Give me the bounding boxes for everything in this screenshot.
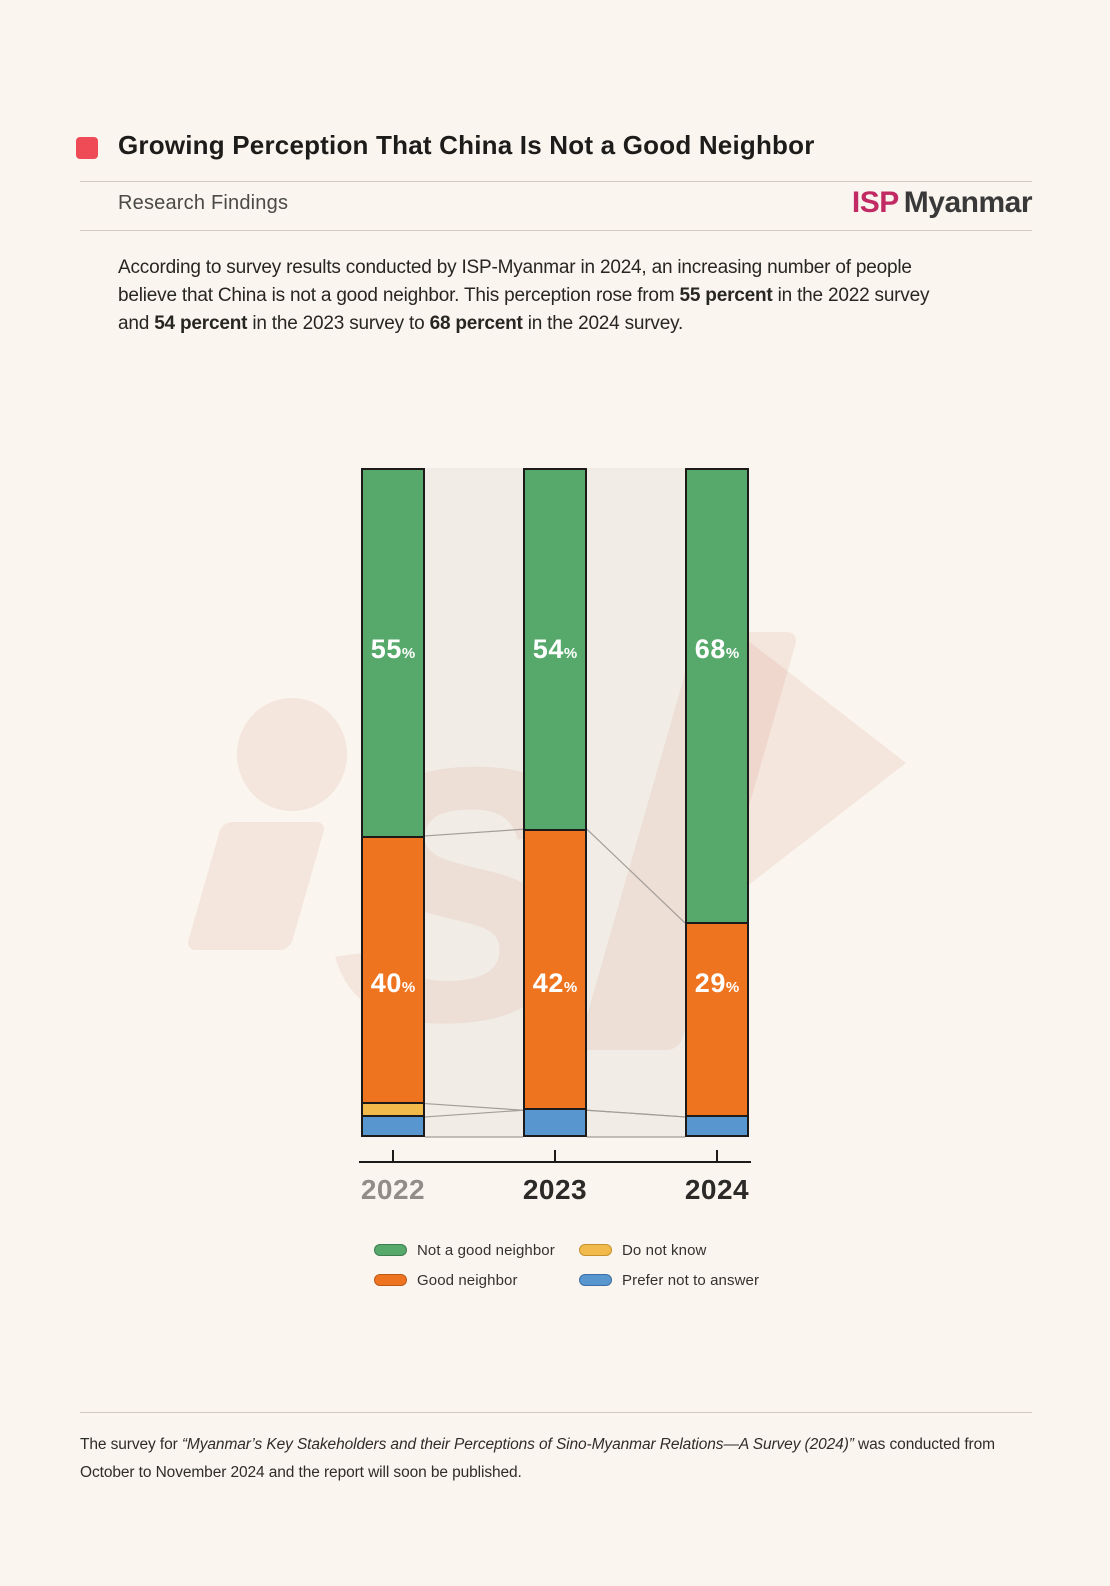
value-percent-sign: %	[563, 645, 578, 662]
value-label-2022-good-neighbor: 40%	[361, 966, 425, 1005]
legend-item-not-a-good-neighbor: Not a good neighbor	[374, 1241, 555, 1259]
intro-paragraph: According to survey results conducted by…	[118, 254, 1038, 338]
legend-label: Do not know	[622, 1241, 707, 1259]
value-number: 68	[694, 634, 726, 664]
bar-2023-segment-not-a-good-neighbor	[525, 470, 585, 830]
bar-2024-segment-good-neighbor	[687, 922, 747, 1116]
text-segment: in the 2023 survey to	[247, 313, 430, 334]
legend-label: Not a good neighbor	[417, 1241, 555, 1259]
bar-2023-segment-good-neighbor	[525, 829, 585, 1109]
value-number: 42	[532, 968, 564, 998]
text-segment: 55 percent	[679, 285, 773, 306]
value-number: 54	[532, 634, 564, 664]
text-segment: and	[118, 313, 155, 334]
x-axis-tick-2024	[716, 1150, 718, 1162]
bar-2024-segment-prefer-not-to-answer	[687, 1115, 747, 1135]
value-label-2023-good-neighbor: 42%	[523, 966, 587, 1005]
header-divider-bottom	[80, 230, 1032, 231]
text-segment: was conducted from	[853, 1436, 995, 1453]
bar-2024-segment-not-a-good-neighbor	[687, 470, 747, 923]
x-axis-line	[359, 1161, 751, 1163]
x-axis-tick-2022	[392, 1150, 394, 1162]
bar-2022-segment-do-not-know	[363, 1101, 423, 1116]
value-percent-sign: %	[401, 979, 416, 996]
legend-item-do-not-know: Do not know	[579, 1241, 706, 1259]
value-number: 29	[694, 968, 726, 998]
value-percent-sign: %	[725, 645, 740, 662]
text-segment: in the 2024 survey.	[522, 313, 684, 334]
bar-2024	[685, 468, 749, 1137]
text-segment: 68 percent	[429, 313, 523, 334]
legend-swatch-not-a-good-neighbor	[374, 1244, 407, 1256]
text-segment: 54 percent	[154, 313, 248, 334]
text-segment: in the 2022 survey	[772, 285, 930, 306]
bar-2022-segment-prefer-not-to-answer	[363, 1115, 423, 1135]
footer-divider	[80, 1412, 1032, 1413]
legend-label: Good neighbor	[417, 1271, 518, 1289]
x-axis-label-2023: 2023	[522, 1174, 588, 1205]
value-label-2022-not-a-good-neighbor: 55%	[361, 632, 425, 671]
x-axis-tick-2023	[554, 1150, 556, 1162]
title-bullet-square	[76, 137, 98, 159]
bar-2022-segment-not-a-good-neighbor	[363, 470, 423, 836]
section-label: Research Findings	[118, 192, 289, 214]
bar-2022-segment-good-neighbor	[363, 835, 423, 1102]
value-percent-sign: %	[725, 979, 740, 996]
value-label-2023-not-a-good-neighbor: 54%	[523, 632, 587, 671]
header-divider-top	[80, 181, 1032, 182]
legend-label: Prefer not to answer	[622, 1271, 760, 1289]
value-percent-sign: %	[563, 979, 578, 996]
legend-item-prefer-not-to-answer: Prefer not to answer	[579, 1271, 759, 1289]
bar-2023-segment-prefer-not-to-answer	[525, 1108, 585, 1135]
logo-isp-text: ISP	[851, 186, 899, 219]
text-segment: “Myanmar’s Key Stakeholders and their Pe…	[181, 1436, 854, 1453]
value-percent-sign: %	[401, 645, 416, 662]
value-number: 55	[370, 634, 402, 664]
bar-2022	[361, 468, 425, 1137]
legend-swatch-prefer-not-to-answer	[579, 1274, 612, 1286]
isp-myanmar-logo: ISP Myanmar	[851, 186, 1033, 220]
value-number: 40	[370, 968, 402, 998]
x-axis-label-2022: 2022	[360, 1174, 426, 1205]
x-axis-label-2024: 2024	[684, 1174, 750, 1205]
text-segment: According to survey results conducted by…	[118, 257, 912, 278]
value-label-2024-not-a-good-neighbor: 68%	[685, 632, 749, 671]
text-segment: The survey for	[80, 1436, 182, 1453]
footer-note: The survey for “Myanmar’s Key Stakeholde…	[80, 1431, 1032, 1487]
page-title: Growing Perception That China Is Not a G…	[118, 130, 815, 160]
legend-item-good-neighbor: Good neighbor	[374, 1271, 518, 1289]
legend-swatch-do-not-know	[579, 1244, 612, 1256]
legend-swatch-good-neighbor	[374, 1274, 407, 1286]
logo-myanmar-text: Myanmar	[903, 186, 1033, 219]
text-segment: believe that China is not a good neighbo…	[118, 285, 680, 306]
text-segment: October to November 2024 and the report …	[80, 1464, 522, 1481]
value-label-2024-good-neighbor: 29%	[685, 966, 749, 1005]
bar-2023	[523, 468, 587, 1137]
